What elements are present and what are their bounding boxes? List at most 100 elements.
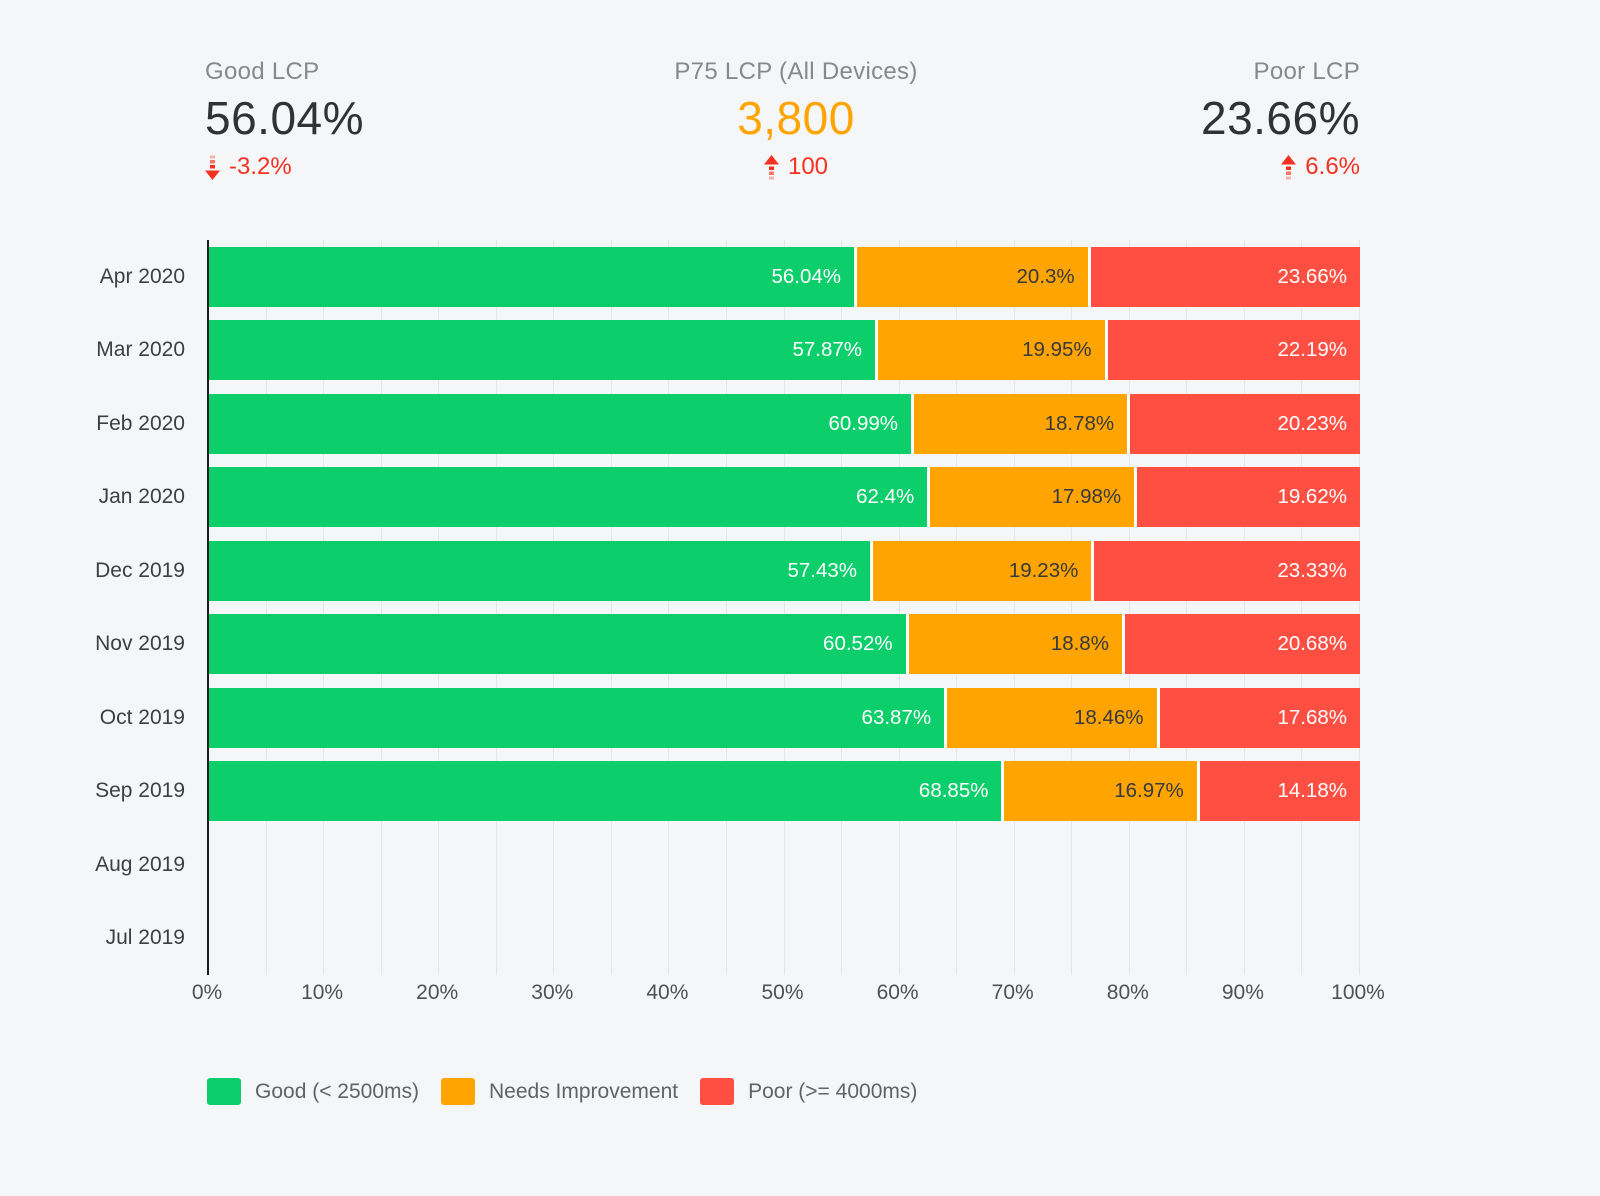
- legend-swatch-icon: [207, 1078, 241, 1105]
- stat-label: Good LCP: [205, 58, 320, 85]
- category-label: Mar 2020: [96, 338, 185, 362]
- x-tick-label: 70%: [991, 981, 1034, 1004]
- bar-segment-poor[interactable]: 19.62%: [1134, 467, 1360, 528]
- gridline: [1186, 240, 1188, 975]
- legend-label: Needs Improvement: [489, 1079, 679, 1103]
- legend-label: Good (< 2500ms): [255, 1079, 420, 1103]
- stat-delta-value: 100: [787, 153, 829, 181]
- bar-segment-needs-improvement[interactable]: 20.3%: [854, 246, 1088, 307]
- bar-segment-poor[interactable]: 23.66%: [1087, 246, 1360, 307]
- bar-segment-poor[interactable]: 17.68%: [1156, 687, 1360, 748]
- bar-segment-good[interactable]: 63.87%: [209, 687, 945, 748]
- bar-row: 62.4% 17.98% 19.62%: [209, 467, 1360, 528]
- gridline: [1301, 240, 1303, 975]
- bar-segment-good[interactable]: 60.99%: [209, 393, 911, 454]
- gridline: [1359, 240, 1360, 975]
- bar-segment-good[interactable]: 57.43%: [209, 540, 871, 601]
- bar-segment-good[interactable]: 68.85%: [209, 761, 1002, 822]
- gridline: [783, 240, 785, 975]
- legend-item-needs-improvement[interactable]: Needs Improvement: [441, 1078, 678, 1105]
- bar-row: 57.43% 19.23% 23.33%: [209, 540, 1360, 601]
- legend-label: Poor (>= 4000ms): [748, 1079, 918, 1103]
- gridline: [668, 240, 670, 975]
- gridline: [495, 240, 497, 975]
- x-tick-label: 30%: [531, 981, 574, 1004]
- x-tick-label: 0%: [191, 981, 223, 1004]
- gridline: [898, 240, 900, 975]
- bar-segment-needs-improvement[interactable]: 18.78%: [910, 393, 1128, 454]
- bar-row: 68.85% 16.97% 14.18%: [209, 761, 1360, 822]
- bar-segment-good[interactable]: 56.04%: [209, 246, 855, 307]
- gridline: [956, 240, 958, 975]
- legend-swatch-icon: [441, 1078, 476, 1105]
- y-axis-labels: Apr 2020 Mar 2020 Feb 2020 Jan 2020 Dec 2019…: [0, 240, 207, 975]
- gridline: [553, 240, 555, 975]
- stat-delta-value: -3.2%: [229, 153, 292, 181]
- bar-segment-poor[interactable]: 22.19%: [1104, 320, 1360, 381]
- x-tick-label: 20%: [416, 981, 459, 1004]
- stat-delta: 6.6%: [1201, 153, 1360, 181]
- x-tick-label: 60%: [876, 981, 919, 1004]
- gridline: [725, 240, 727, 975]
- stat-label: Poor LCP: [1253, 58, 1360, 85]
- gridline: [610, 240, 612, 975]
- category-label: Sep 2019: [95, 779, 185, 803]
- bar-segment-poor[interactable]: 23.33%: [1091, 540, 1360, 601]
- bar-row: 63.87% 18.46% 17.68%: [209, 687, 1360, 748]
- category-label: Dec 2019: [95, 558, 185, 582]
- gridline: [1013, 240, 1015, 975]
- bar-segment-good[interactable]: 57.87%: [209, 320, 876, 381]
- bar-segment-poor[interactable]: 14.18%: [1196, 761, 1360, 822]
- category-label: Apr 2020: [99, 264, 185, 288]
- arrow-up-icon: [763, 154, 779, 180]
- stat-value: 56.04%: [205, 91, 365, 144]
- x-tick-label: 10%: [301, 981, 344, 1004]
- arrow-down-icon: [205, 155, 220, 180]
- gridline: [380, 240, 382, 975]
- bar-segment-poor[interactable]: 20.23%: [1127, 393, 1360, 454]
- category-label: Oct 2019: [99, 705, 185, 729]
- legend-item-poor[interactable]: Poor (>= 4000ms): [700, 1078, 917, 1105]
- gridline: [841, 240, 843, 975]
- x-tick-label: 50%: [761, 981, 804, 1004]
- gridline: [438, 240, 440, 975]
- stat-delta: 100: [496, 153, 1096, 181]
- legend-swatch-icon: [700, 1078, 735, 1105]
- stat-delta-value: 6.6%: [1305, 153, 1360, 181]
- gridline: [323, 240, 325, 975]
- bar-segment-needs-improvement[interactable]: 19.95%: [875, 320, 1105, 381]
- arrow-up-icon: [1281, 154, 1297, 180]
- category-label: Jul 2019: [105, 926, 185, 950]
- stat-label: P75 LCP (All Devices): [674, 58, 918, 85]
- x-tick-label: 40%: [646, 981, 689, 1004]
- bar-row: 57.87% 19.95% 22.19%: [209, 320, 1360, 381]
- category-label: Aug 2019: [95, 852, 185, 876]
- bar-segment-good[interactable]: 60.52%: [209, 614, 906, 675]
- bar-segment-needs-improvement[interactable]: 18.8%: [905, 614, 1122, 675]
- chart-legend: Good (< 2500ms) Needs Improvement Poor (>=…: [207, 1078, 917, 1105]
- bar-segment-needs-improvement[interactable]: 18.46%: [944, 687, 1157, 748]
- gridline: [1128, 240, 1130, 975]
- stat-p75-lcp: P75 LCP (All Devices) 3,800 100: [496, 58, 1096, 181]
- stat-value: 3,800: [737, 91, 855, 144]
- category-label: Feb 2020: [96, 411, 185, 435]
- category-label: Jan 2020: [98, 485, 185, 509]
- bar-segment-needs-improvement[interactable]: 16.97%: [1001, 761, 1197, 822]
- bar-segment-needs-improvement[interactable]: 17.98%: [927, 467, 1135, 528]
- x-tick-label: 100%: [1331, 981, 1385, 1004]
- bar-segment-poor[interactable]: 20.68%: [1121, 614, 1360, 675]
- stat-delta: -3.2%: [205, 153, 364, 181]
- legend-item-good[interactable]: Good (< 2500ms): [207, 1078, 419, 1105]
- bar-row: 60.99% 18.78% 20.23%: [209, 393, 1360, 454]
- bar-segment-needs-improvement[interactable]: 19.23%: [870, 540, 1092, 601]
- x-tick-label: 90%: [1221, 981, 1264, 1004]
- bar-row: 56.04% 20.3% 23.66%: [209, 246, 1360, 307]
- bar-row: 60.52% 18.8% 20.68%: [209, 614, 1360, 675]
- stat-poor-lcp: Poor LCP 23.66% 6.6%: [1201, 58, 1360, 181]
- plot-area: 56.04% 20.3% 23.66% 57.87% 19.95% 22.19% 60.99…: [207, 240, 1360, 975]
- x-tick-label: 80%: [1106, 981, 1149, 1004]
- stat-good-lcp: Good LCP 56.04% -3.2%: [205, 58, 364, 181]
- gridline: [265, 240, 267, 975]
- bar-segment-good[interactable]: 62.4%: [209, 467, 928, 528]
